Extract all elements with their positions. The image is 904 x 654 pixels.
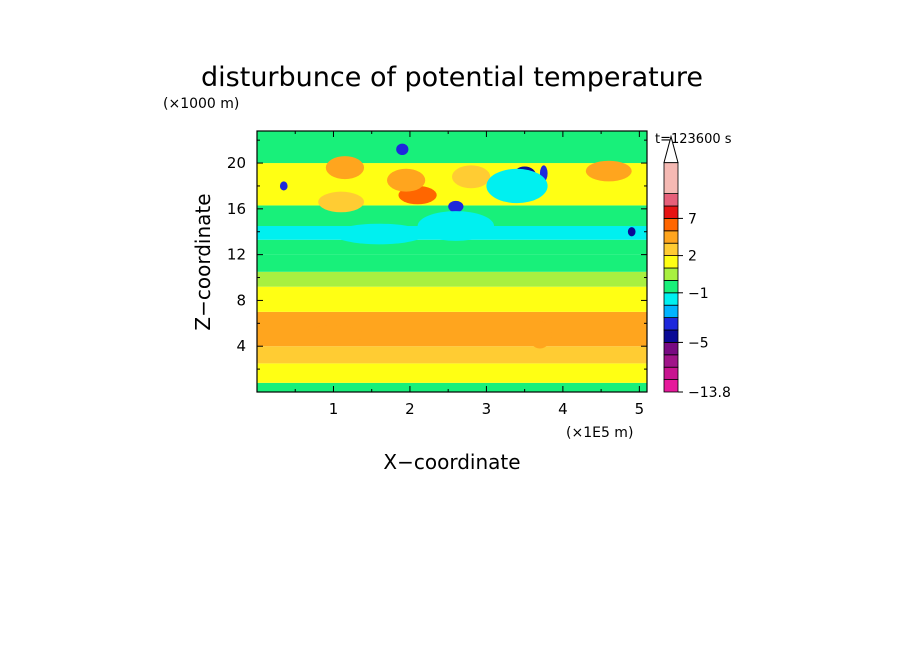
colorbar-cell	[663, 329, 679, 343]
colorbar-extend-arrow	[663, 134, 679, 164]
x-tick-label: 4	[558, 400, 568, 418]
contour-feature-13	[528, 321, 552, 349]
contour-feature-1	[387, 168, 426, 192]
contour-band-4	[257, 286, 647, 312]
y-tick-label: 8	[236, 291, 246, 309]
contour-feature-2	[325, 156, 365, 180]
colorbar-cell	[663, 193, 679, 207]
colorbar-label: 7	[688, 211, 697, 227]
contour-band-2	[257, 346, 647, 364]
colorbar-cell	[663, 366, 679, 381]
x-tick-label: 5	[635, 400, 645, 418]
x-tick-label: 3	[482, 400, 492, 418]
colorbar-cell	[663, 255, 679, 269]
contour-feature-9	[448, 200, 464, 213]
colorbar: 7 2 −1 −5 −13.8	[663, 134, 731, 401]
y-axis-title: Z−coordinate	[191, 193, 215, 330]
y-tick-label: 20	[227, 154, 246, 172]
time-label: t=123600 s	[655, 132, 732, 147]
colorbar-label: −1	[688, 286, 709, 302]
colorbar-cell	[663, 292, 679, 306]
y-tick-label: 16	[227, 200, 246, 218]
y-unit-label: (×1000 m)	[163, 96, 239, 112]
contour-band-11	[257, 131, 647, 164]
colorbar-label: 2	[688, 249, 697, 265]
contour-feature-4	[452, 165, 491, 189]
colorbar-label: −5	[688, 335, 709, 351]
colorbar-cell	[663, 304, 679, 319]
plot-area	[257, 131, 647, 392]
colorbar-cell	[663, 205, 679, 219]
chart-title: disturbunce of potential temperature	[201, 62, 703, 93]
x-tick-label: 1	[329, 400, 339, 418]
colorbar-cell	[663, 267, 679, 281]
x-axis: 1 2 3 4 5	[294, 131, 645, 418]
contour-band-6	[257, 254, 647, 272]
contour-feature-5	[585, 160, 632, 182]
colorbar-cell	[663, 230, 679, 244]
contour-feature-10	[417, 211, 495, 241]
y-tick-label: 12	[227, 246, 246, 264]
colorbar-cell	[663, 379, 679, 393]
contour-band-0	[257, 382, 647, 392]
y-tick-label: 4	[236, 337, 246, 355]
colorbar-cell	[663, 242, 679, 256]
colorbar-cell	[663, 317, 679, 331]
colorbar-cell	[663, 162, 679, 195]
contour-feature-8	[396, 143, 409, 156]
colorbar-cell	[663, 354, 679, 368]
x-tick-label: 2	[405, 400, 415, 418]
contour-band-1	[257, 363, 647, 383]
x-unit-label: (×1E5 m)	[566, 425, 633, 441]
contour-feature-16	[279, 181, 288, 191]
contour-band-5	[257, 271, 647, 287]
colorbar-cell	[663, 341, 679, 356]
x-axis-title: X−coordinate	[383, 450, 520, 474]
colorbar-cell	[663, 217, 679, 232]
contour-feature-15	[627, 227, 636, 237]
plot-frame	[256, 130, 648, 393]
y-axis: 4 8 12 16 20	[227, 139, 647, 370]
contour-feature-3	[318, 191, 365, 213]
colorbar-cell	[663, 279, 679, 294]
contour-feature-14	[302, 325, 365, 344]
contour-feature-12	[333, 223, 426, 245]
contour-feature-11	[486, 168, 548, 204]
contour-band-7	[257, 239, 647, 255]
colorbar-label: −13.8	[688, 385, 731, 401]
